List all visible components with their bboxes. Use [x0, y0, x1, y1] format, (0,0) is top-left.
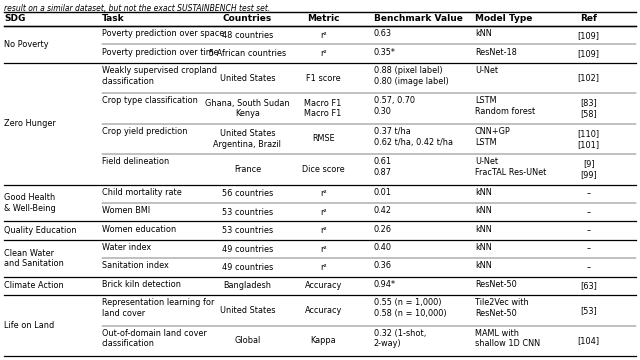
Text: 0.26: 0.26: [374, 225, 392, 234]
Text: [9]
[99]: [9] [99]: [580, 159, 597, 179]
Text: 0.32 (1-shot,
2-way): 0.32 (1-shot, 2-way): [374, 329, 426, 348]
Text: Kappa: Kappa: [310, 336, 336, 345]
Text: Women BMI: Women BMI: [102, 206, 150, 215]
Text: Child mortality rate: Child mortality rate: [102, 188, 182, 197]
Text: [104]: [104]: [577, 336, 600, 345]
Text: 0.88 (pixel label)
0.80 (image label): 0.88 (pixel label) 0.80 (image label): [374, 66, 449, 86]
Text: 0.57, 0.70
0.30: 0.57, 0.70 0.30: [374, 96, 415, 116]
Text: r²: r²: [320, 208, 326, 217]
Text: Macro F1
Macro F1: Macro F1 Macro F1: [305, 99, 342, 118]
Text: [102]: [102]: [578, 73, 600, 82]
Text: Accuracy: Accuracy: [305, 282, 342, 291]
Text: 0.55 (n = 1,000)
0.58 (n = 10,000): 0.55 (n = 1,000) 0.58 (n = 10,000): [374, 298, 446, 318]
Text: Tile2Vec with
ResNet-50: Tile2Vec with ResNet-50: [475, 298, 529, 318]
Text: r²: r²: [320, 189, 326, 198]
Text: Bangladesh: Bangladesh: [223, 282, 271, 291]
Text: Zero Hunger: Zero Hunger: [4, 119, 56, 128]
Text: r²: r²: [320, 31, 326, 40]
Text: 0.94*: 0.94*: [374, 280, 396, 289]
Text: Climate Action: Climate Action: [4, 282, 64, 291]
Text: kNN: kNN: [475, 225, 492, 234]
Text: 48 countries: 48 countries: [221, 31, 273, 40]
Text: [109]: [109]: [578, 31, 600, 40]
Text: United States
Argentina, Brazil: United States Argentina, Brazil: [213, 129, 281, 149]
Text: kNN: kNN: [475, 206, 492, 215]
Text: 49 countries: 49 countries: [221, 263, 273, 272]
Text: U-Net: U-Net: [475, 66, 498, 75]
Text: 0.40: 0.40: [374, 243, 392, 252]
Text: Ref: Ref: [580, 14, 597, 23]
Text: r²: r²: [320, 49, 326, 58]
Text: Crop type classification: Crop type classification: [102, 96, 198, 105]
Text: Clean Water
and Sanitation: Clean Water and Sanitation: [4, 248, 64, 268]
Text: France: France: [234, 165, 261, 174]
Text: Metric: Metric: [307, 14, 339, 23]
Text: Countries: Countries: [223, 14, 272, 23]
Text: kNN: kNN: [475, 261, 492, 270]
Text: [110]
[101]: [110] [101]: [577, 129, 600, 149]
Text: Ghana, South Sudan
Kenya: Ghana, South Sudan Kenya: [205, 99, 290, 118]
Text: Global: Global: [234, 336, 260, 345]
Text: Dice score: Dice score: [302, 165, 344, 174]
Text: ResNet-18: ResNet-18: [475, 48, 516, 57]
Text: 0.61
0.87: 0.61 0.87: [374, 157, 392, 177]
Text: Accuracy: Accuracy: [305, 306, 342, 315]
Text: 5 African countries: 5 African countries: [209, 49, 286, 58]
Text: [63]: [63]: [580, 282, 597, 291]
Text: Benchmark Value: Benchmark Value: [374, 14, 463, 23]
Text: Task: Task: [102, 14, 125, 23]
Text: Weakly supervised cropland
classification: Weakly supervised cropland classificatio…: [102, 66, 217, 86]
Text: kNN: kNN: [475, 243, 492, 252]
Text: 53 countries: 53 countries: [221, 226, 273, 235]
Text: [83]
[58]: [83] [58]: [580, 99, 597, 118]
Text: 56 countries: 56 countries: [221, 189, 273, 198]
Text: RMSE: RMSE: [312, 135, 335, 144]
Text: MAML with
shallow 1D CNN: MAML with shallow 1D CNN: [475, 329, 540, 348]
Text: Good Health
& Well-Being: Good Health & Well-Being: [4, 193, 56, 213]
Text: result on a similar dataset, but not the exact SUSTAINBENCH test set.: result on a similar dataset, but not the…: [4, 4, 270, 13]
Text: 0.35*: 0.35*: [374, 48, 396, 57]
Text: Water index: Water index: [102, 243, 151, 252]
Text: r²: r²: [320, 244, 326, 253]
Text: r²: r²: [320, 263, 326, 272]
Text: United States: United States: [220, 306, 275, 315]
Text: No Poverty: No Poverty: [4, 40, 49, 49]
Text: 0.42: 0.42: [374, 206, 392, 215]
Text: Representation learning for
land cover: Representation learning for land cover: [102, 298, 214, 318]
Text: SDG: SDG: [4, 14, 26, 23]
Text: United States: United States: [220, 73, 275, 82]
Text: Out-of-domain land cover
classification: Out-of-domain land cover classification: [102, 329, 207, 348]
Text: Poverty prediction over space: Poverty prediction over space: [102, 29, 224, 38]
Text: CNN+GP
LSTM: CNN+GP LSTM: [475, 127, 511, 147]
Text: LSTM
Random forest: LSTM Random forest: [475, 96, 535, 116]
Text: 0.01: 0.01: [374, 188, 392, 197]
Text: –: –: [586, 208, 591, 217]
Text: [109]: [109]: [578, 49, 600, 58]
Text: kNN: kNN: [475, 188, 492, 197]
Text: Poverty prediction over time: Poverty prediction over time: [102, 48, 219, 57]
Text: Life on Land: Life on Land: [4, 321, 54, 330]
Text: Model Type: Model Type: [475, 14, 532, 23]
Text: [53]: [53]: [580, 306, 597, 315]
Text: Quality Education: Quality Education: [4, 226, 77, 235]
Text: 49 countries: 49 countries: [221, 244, 273, 253]
Text: 0.36: 0.36: [374, 261, 392, 270]
Text: Women education: Women education: [102, 225, 176, 234]
Text: –: –: [586, 189, 591, 198]
Text: Crop yield prediction: Crop yield prediction: [102, 127, 188, 136]
Text: Field delineation: Field delineation: [102, 157, 169, 166]
Text: Sanitation index: Sanitation index: [102, 261, 169, 270]
Text: 0.37 t/ha
0.62 t/ha, 0.42 t/ha: 0.37 t/ha 0.62 t/ha, 0.42 t/ha: [374, 127, 452, 147]
Text: 0.63: 0.63: [374, 29, 392, 38]
Text: F1 score: F1 score: [306, 73, 340, 82]
Text: –: –: [586, 226, 591, 235]
Text: r²: r²: [320, 226, 326, 235]
Text: ResNet-50: ResNet-50: [475, 280, 516, 289]
Text: –: –: [586, 263, 591, 272]
Text: 53 countries: 53 countries: [221, 208, 273, 217]
Text: –: –: [586, 244, 591, 253]
Text: kNN: kNN: [475, 29, 492, 38]
Text: U-Net
FracTAL Res-UNet: U-Net FracTAL Res-UNet: [475, 157, 546, 177]
Text: Brick kiln detection: Brick kiln detection: [102, 280, 181, 289]
